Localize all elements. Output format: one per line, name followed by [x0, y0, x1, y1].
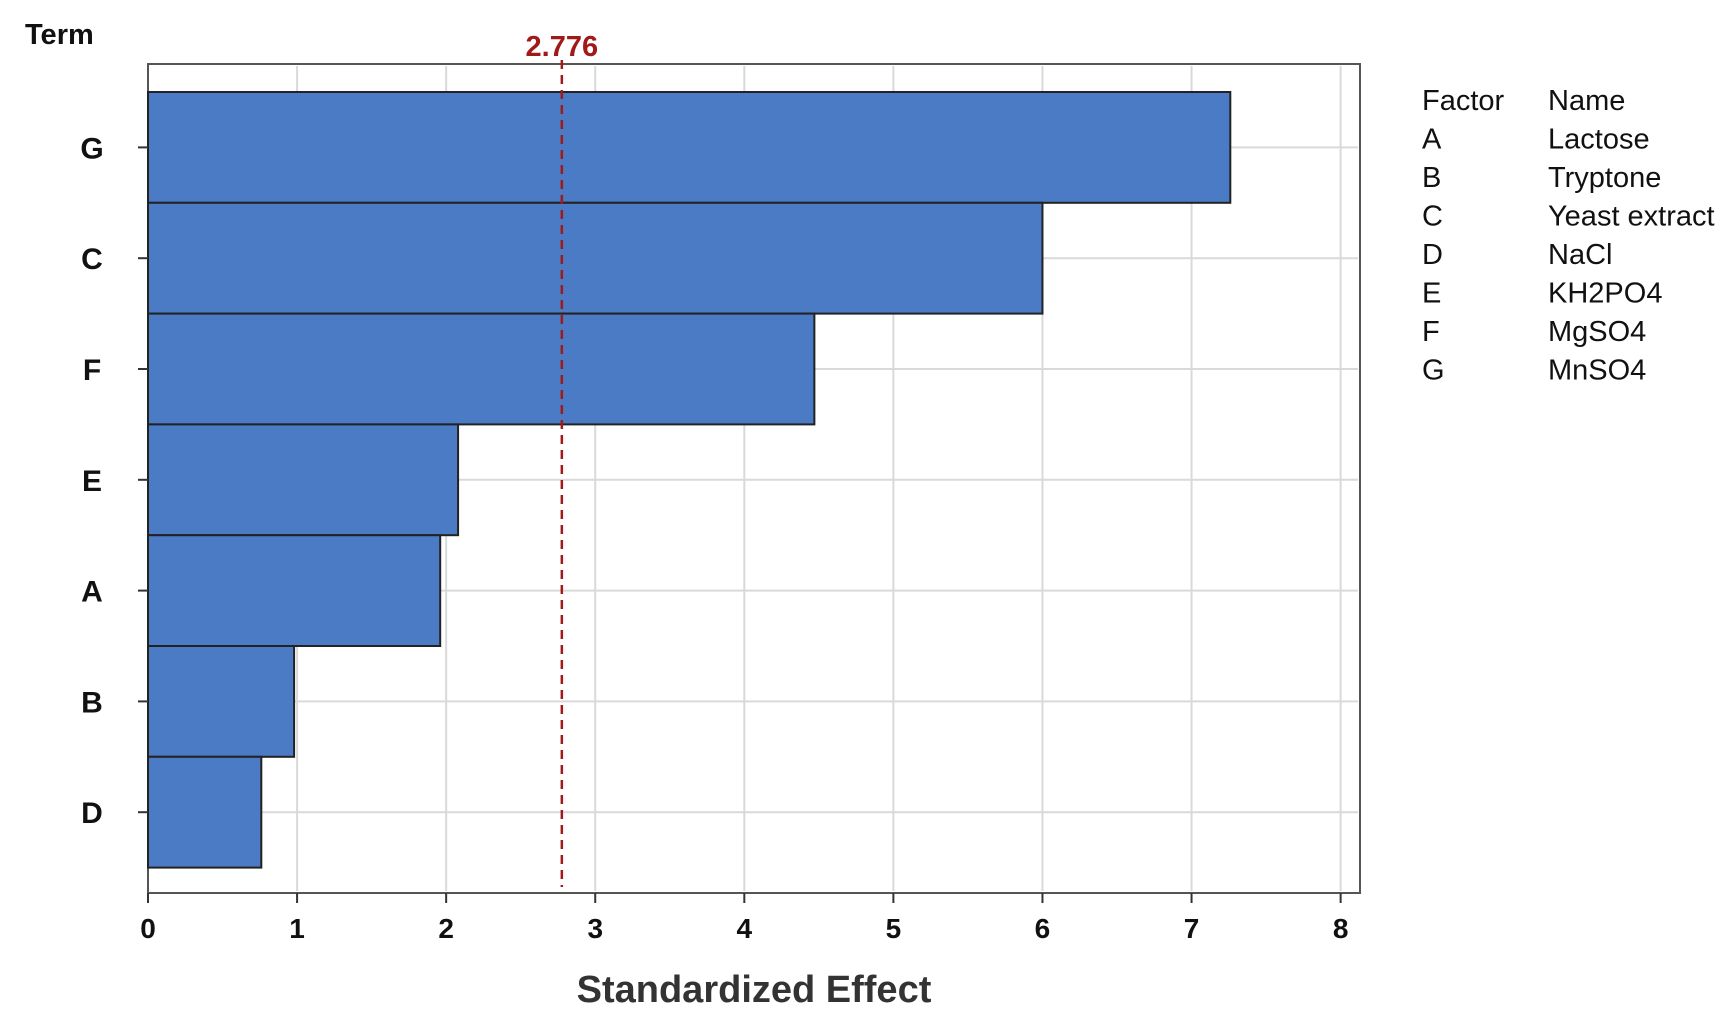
factor-legend: Factor Name A Lactose B Tryptone C Yeast extrac… — [1422, 85, 1715, 387]
x-tick-label: 5 — [886, 913, 902, 944]
reference-line-label: 2.776 — [526, 31, 599, 63]
x-tick-label: 6 — [1035, 913, 1051, 944]
bar-B — [147, 645, 296, 758]
bar-F — [147, 312, 816, 426]
y-tick-label-C: C — [81, 243, 103, 276]
bar-C — [147, 201, 1044, 315]
y-tick-label-F: F — [83, 354, 101, 387]
y-tick-label-G: G — [80, 132, 103, 165]
x-tick-label: 7 — [1184, 913, 1200, 944]
legend-header-factor: Factor — [1422, 85, 1505, 117]
x-tick-label: 2 — [438, 913, 454, 944]
bar-D — [147, 755, 263, 869]
bar-layer — [147, 91, 1232, 869]
legend-header-name: Name — [1548, 85, 1625, 117]
reference-line-layer: 2.776 — [526, 31, 599, 887]
axis-layer: 0 1 2 3 4 5 6 7 8 G C F E A B D — [80, 132, 1348, 944]
y-tick-label-A: A — [81, 576, 103, 609]
legend-factor-F: F — [1422, 316, 1440, 348]
legend-name-E: KH2PO4 — [1548, 278, 1662, 310]
y-tick-label-D: D — [81, 797, 103, 830]
legend-factor-D: D — [1422, 239, 1443, 271]
legend-factor-C: C — [1422, 201, 1443, 233]
x-tick-label: 1 — [289, 913, 305, 944]
x-tick-label: 4 — [737, 913, 753, 944]
x-tick-label: 3 — [587, 913, 603, 944]
y-axis-title: Term — [25, 19, 94, 51]
bar-A — [147, 534, 442, 648]
legend-name-D: NaCl — [1548, 239, 1612, 271]
bar-G — [147, 91, 1232, 204]
legend-factor-A: A — [1422, 124, 1442, 156]
legend-factor-B: B — [1422, 162, 1441, 194]
x-tick-label: 0 — [140, 913, 156, 944]
bar-E — [147, 423, 460, 537]
legend-name-C: Yeast extract — [1548, 201, 1715, 233]
y-tick-label-B: B — [81, 686, 103, 719]
legend-factor-G: G — [1422, 355, 1445, 387]
x-tick-label: 8 — [1333, 913, 1349, 944]
legend-name-G: MnSO4 — [1548, 355, 1646, 387]
legend-name-B: Tryptone — [1548, 162, 1661, 194]
legend-name-A: Lactose — [1548, 124, 1650, 156]
x-axis-title: Standardized Effect — [577, 969, 932, 1011]
y-tick-label-E: E — [82, 465, 102, 498]
legend-name-F: MgSO4 — [1548, 316, 1646, 348]
legend-factor-E: E — [1422, 278, 1441, 310]
